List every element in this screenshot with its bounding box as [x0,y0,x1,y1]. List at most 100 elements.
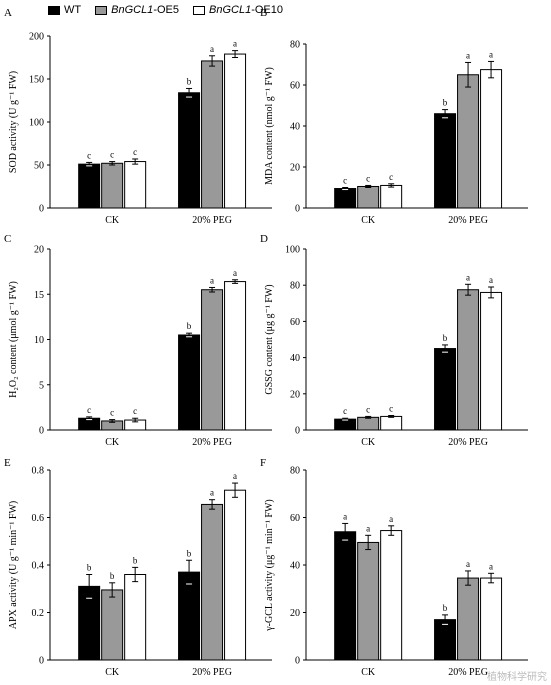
bar [480,291,503,431]
y-axis-title: APX activity (U g⁻¹ min⁻¹ FW) [8,501,19,630]
x-category-label: CK [105,437,120,448]
x-category-label: CK [105,215,120,226]
legend-label-wt: WT [64,4,82,16]
bar [380,530,403,661]
y-axis-title: SOD activity (U g⁻¹ FW) [8,71,19,173]
bar [457,74,480,209]
significance-letter: c [110,408,114,418]
significance-letter: c [110,150,114,160]
panel-letter: B [260,7,267,19]
y-tick-label: 0 [295,656,300,667]
legend-swatch-wt [48,5,60,15]
significance-letter: a [466,559,470,569]
significance-letter: b [187,548,192,558]
significance-letter: a [343,511,347,521]
x-category-label: 20% PEG [192,667,232,678]
legend: WT BnGCL1-OE5 BnGCL1-OE10 [48,2,297,18]
bar [224,281,247,431]
significance-letter: a [489,275,493,285]
x-category-label: CK [361,437,376,448]
bar [380,184,403,209]
y-tick-label: 20 [34,245,44,256]
legend-item-oe5: BnGCL1-OE5 [95,4,179,16]
panel-f: F 0 20 40 60 80 γ-GCL activity (μg⁻¹ min⁻¹ FW)… [260,457,528,678]
y-tick-label: 200 [29,32,44,43]
panel-a: A 0 50 100 150 200 SOD activity (U g⁻¹ FW) c c c C… [4,7,272,226]
bar [124,161,147,209]
significance-letter: a [233,268,237,278]
significance-letter: c [343,176,347,186]
significance-letter: c [366,173,370,183]
panel-letter: F [260,457,266,469]
significance-letter: c [343,406,347,416]
bar [201,503,224,661]
x-category-label: 20% PEG [192,437,232,448]
significance-letter: a [366,523,370,533]
significance-letter: a [233,39,237,49]
bar [101,589,124,661]
legend-swatch-oe10 [193,5,205,15]
panel-letter: E [4,457,11,469]
bar [480,69,503,209]
y-tick-label: 0.6 [32,513,45,524]
y-tick-label: 0 [39,204,44,215]
significance-letter: c [366,404,370,414]
significance-letter: a [389,514,393,524]
panel-letter: A [4,7,12,19]
bar [201,289,224,431]
significance-letter: b [443,333,448,343]
bar [334,531,357,661]
bar [457,289,480,431]
significance-letter: c [389,404,393,414]
panel-d: D 0 20 40 60 80 100 GSSG content (μg g⁻¹ FW) c c c… [260,233,528,448]
y-tick-label: 40 [290,353,300,364]
watermark-text: 植物科学研究 [487,672,547,683]
significance-letter: c [133,406,137,416]
significance-letter: a [489,49,493,59]
bar [434,619,457,661]
legend-swatch-oe5 [95,5,108,15]
legend-item-oe10: BnGCL1-OE10 [193,4,283,16]
legend-label-oe5: BnGCL1-OE5 [111,4,179,16]
y-tick-label: 0.2 [32,608,45,619]
significance-letter: b [110,571,115,581]
y-tick-label: 40 [290,122,300,133]
significance-letter: a [466,272,470,282]
y-tick-label: 0 [295,426,300,437]
y-tick-label: 10 [34,335,44,346]
significance-letter: a [210,44,214,54]
significance-letter: a [210,488,214,498]
panel-c: C 0 5 10 15 20 H₂O₂ content (μmol g⁻¹ FW) c c c CK… [4,233,272,448]
bar [78,163,101,209]
significance-letter: b [187,321,192,331]
y-tick-label: 20 [290,389,300,400]
significance-letter: c [87,405,91,415]
y-axis-title: MDA content (nmol g⁻¹ FW) [264,67,275,185]
y-tick-label: 60 [290,81,300,92]
bar [178,334,201,431]
significance-letter: c [87,150,91,160]
panel-letter: C [4,233,11,245]
bar [434,113,457,209]
bar [201,60,224,209]
y-axis-title: H₂O₂ content (μmol g⁻¹ FW) [8,281,19,398]
significance-letter: a [210,275,214,285]
bar [334,188,357,209]
legend-label-oe10: BnGCL1-OE10 [209,4,283,16]
y-tick-label: 0 [295,204,300,215]
x-category-label: CK [361,215,376,226]
x-category-label: 20% PEG [448,215,488,226]
bar [101,162,124,209]
bar [334,418,357,431]
panel-e: E 0 0.2 0.4 0.6 0.8 APX activity (U g⁻¹ min⁻¹ … [4,457,272,678]
bar [178,92,201,209]
bar [457,577,480,661]
y-tick-label: 20 [290,608,300,619]
significance-letter: c [133,147,137,157]
significance-letter: a [466,50,470,60]
y-tick-label: 150 [29,75,44,86]
significance-letter: b [133,555,138,565]
y-tick-label: 5 [39,380,44,391]
y-axis-title: γ-GCL activity (μg⁻¹ min⁻¹ FW) [264,499,275,632]
